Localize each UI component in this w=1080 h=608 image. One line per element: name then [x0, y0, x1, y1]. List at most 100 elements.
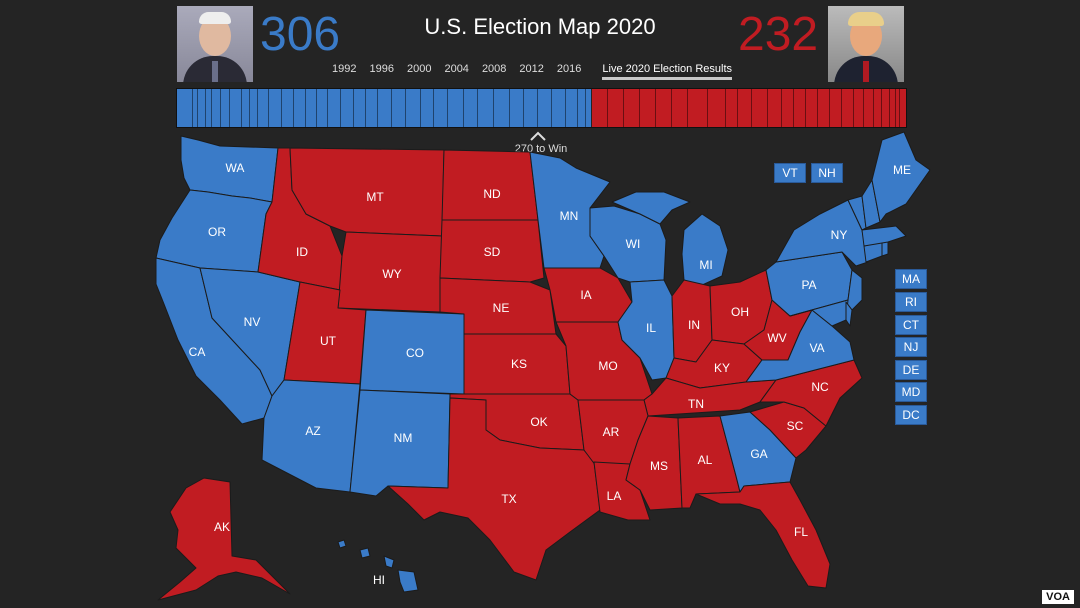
label-OH: OH — [731, 305, 749, 319]
state-box-VT[interactable]: VT — [774, 163, 806, 183]
vote-bar-segment-divider — [420, 89, 421, 127]
year-2000-link[interactable]: 2000 — [406, 63, 432, 75]
label-NE: NE — [493, 301, 510, 315]
vote-bar-segment-divider — [793, 89, 794, 127]
democrat-electoral-votes: 306 — [260, 8, 341, 61]
vote-bar-segment-divider — [873, 89, 874, 127]
label-NV: NV — [244, 315, 261, 329]
label-IN: IN — [688, 318, 700, 332]
state-box-DC[interactable]: DC — [895, 405, 927, 425]
vote-bar-segment-divider — [537, 89, 538, 127]
year-2008-link[interactable]: 2008 — [481, 63, 507, 75]
label-GA: GA — [750, 447, 767, 461]
state-box-CT[interactable]: CT — [895, 315, 927, 335]
label-MO: MO — [598, 359, 617, 373]
state-box-NH[interactable]: NH — [811, 163, 843, 183]
year-2016-link[interactable]: 2016 — [556, 63, 582, 75]
label-FL: FL — [794, 525, 808, 539]
vote-bar-segment-divider — [639, 89, 640, 127]
label-PA: PA — [801, 278, 816, 292]
year-1992-link[interactable]: 1992 — [332, 63, 357, 75]
state-box-MA[interactable]: MA — [895, 269, 927, 289]
vote-bar-segment-divider — [881, 89, 882, 127]
state-box-MD[interactable]: MD — [895, 382, 927, 402]
year-2012-link[interactable]: 2012 — [519, 63, 544, 75]
vote-bar-segment-divider — [493, 89, 494, 127]
vote-bar-segment-divider — [229, 89, 230, 127]
label-ND: ND — [483, 187, 501, 201]
state-AK[interactable] — [157, 477, 291, 601]
map-title: U.S. Election Map 2020 — [424, 14, 656, 39]
label-MT: MT — [366, 190, 384, 204]
label-NC: NC — [811, 380, 829, 394]
vote-bar-segment-divider — [671, 89, 672, 127]
republican-candidate-portrait — [828, 6, 904, 82]
state-WY[interactable] — [337, 231, 443, 313]
source-logo: VOA — [1042, 590, 1074, 604]
vote-bar-segment-divider — [241, 89, 242, 127]
state-HI[interactable] — [337, 539, 419, 593]
vote-bar-segment-divider — [353, 89, 354, 127]
state-ME[interactable] — [871, 131, 931, 223]
state-MA[interactable] — [861, 225, 907, 247]
vote-bar-segment-divider — [463, 89, 464, 127]
label-WV: WV — [767, 331, 786, 345]
vote-bar-segment-divider — [377, 89, 378, 127]
label-CA: CA — [189, 345, 206, 359]
vote-bar-segment-divider — [655, 89, 656, 127]
vote-bar-segment-divider — [327, 89, 328, 127]
label-WA: WA — [226, 161, 245, 175]
state-MS[interactable] — [625, 415, 683, 511]
vote-bar-segment-divider — [340, 89, 341, 127]
state-FL[interactable] — [695, 481, 831, 589]
state-DE[interactable] — [845, 301, 853, 327]
label-NM: NM — [394, 431, 413, 445]
vote-bar-segment-divider — [197, 89, 198, 127]
vote-bar-segment-divider — [192, 89, 193, 127]
label-TX: TX — [501, 492, 516, 506]
state-box-NJ[interactable]: NJ — [895, 337, 927, 357]
vote-bar-segment-divider — [829, 89, 830, 127]
vote-bar-segment-divider — [268, 89, 269, 127]
vote-bar-segment-divider — [817, 89, 818, 127]
state-RI[interactable] — [881, 241, 889, 257]
vote-bar-segment-divider — [725, 89, 726, 127]
state-labels: WA OR CA NV ID MT WY UT CO AZ NM ND SD N… — [189, 161, 911, 587]
state-MI[interactable] — [611, 191, 729, 287]
label-IL: IL — [646, 321, 656, 335]
vote-bar-segment-divider — [899, 89, 900, 127]
state-box-DE[interactable]: DE — [895, 360, 927, 380]
vote-bar-segment-divider — [707, 89, 708, 127]
vote-bar-segment-divider — [687, 89, 688, 127]
vote-bar-segment-divider — [477, 89, 478, 127]
vote-bar-segment-divider — [305, 89, 306, 127]
vote-bar-segment-divider — [737, 89, 738, 127]
state-box-RI[interactable]: RI — [895, 292, 927, 312]
state-ND[interactable] — [441, 149, 539, 221]
vote-bar-segment-divider — [405, 89, 406, 127]
vote-bar-segment-divider — [841, 89, 842, 127]
vote-bar-segment-divider — [889, 89, 890, 127]
state-MD[interactable] — [789, 299, 849, 327]
state-SD[interactable] — [439, 219, 545, 283]
label-WY: WY — [382, 267, 401, 281]
win-threshold-caret-icon — [530, 131, 546, 141]
label-CO: CO — [406, 346, 424, 360]
label-AZ: AZ — [305, 424, 320, 438]
vote-bar-segment-divider — [447, 89, 448, 127]
year-2004-link[interactable]: 2004 — [444, 63, 469, 75]
label-OK: OK — [530, 415, 547, 429]
state-IL[interactable] — [617, 279, 675, 381]
vote-bar-segment-divider — [895, 89, 896, 127]
vote-bar-segment-divider — [607, 89, 608, 127]
state-TX[interactable] — [387, 397, 601, 581]
vote-bar-segment-divider — [316, 89, 317, 127]
vote-bar-segment-divider — [249, 89, 250, 127]
label-WI: WI — [626, 237, 641, 251]
year-1996-link[interactable]: 1996 — [369, 63, 394, 75]
live-2020-results-link[interactable]: Live 2020 Election Results — [602, 63, 733, 80]
republican-vote-segment — [592, 89, 906, 127]
republican-electoral-votes: 232 — [738, 8, 819, 61]
label-MN: MN — [560, 209, 579, 223]
